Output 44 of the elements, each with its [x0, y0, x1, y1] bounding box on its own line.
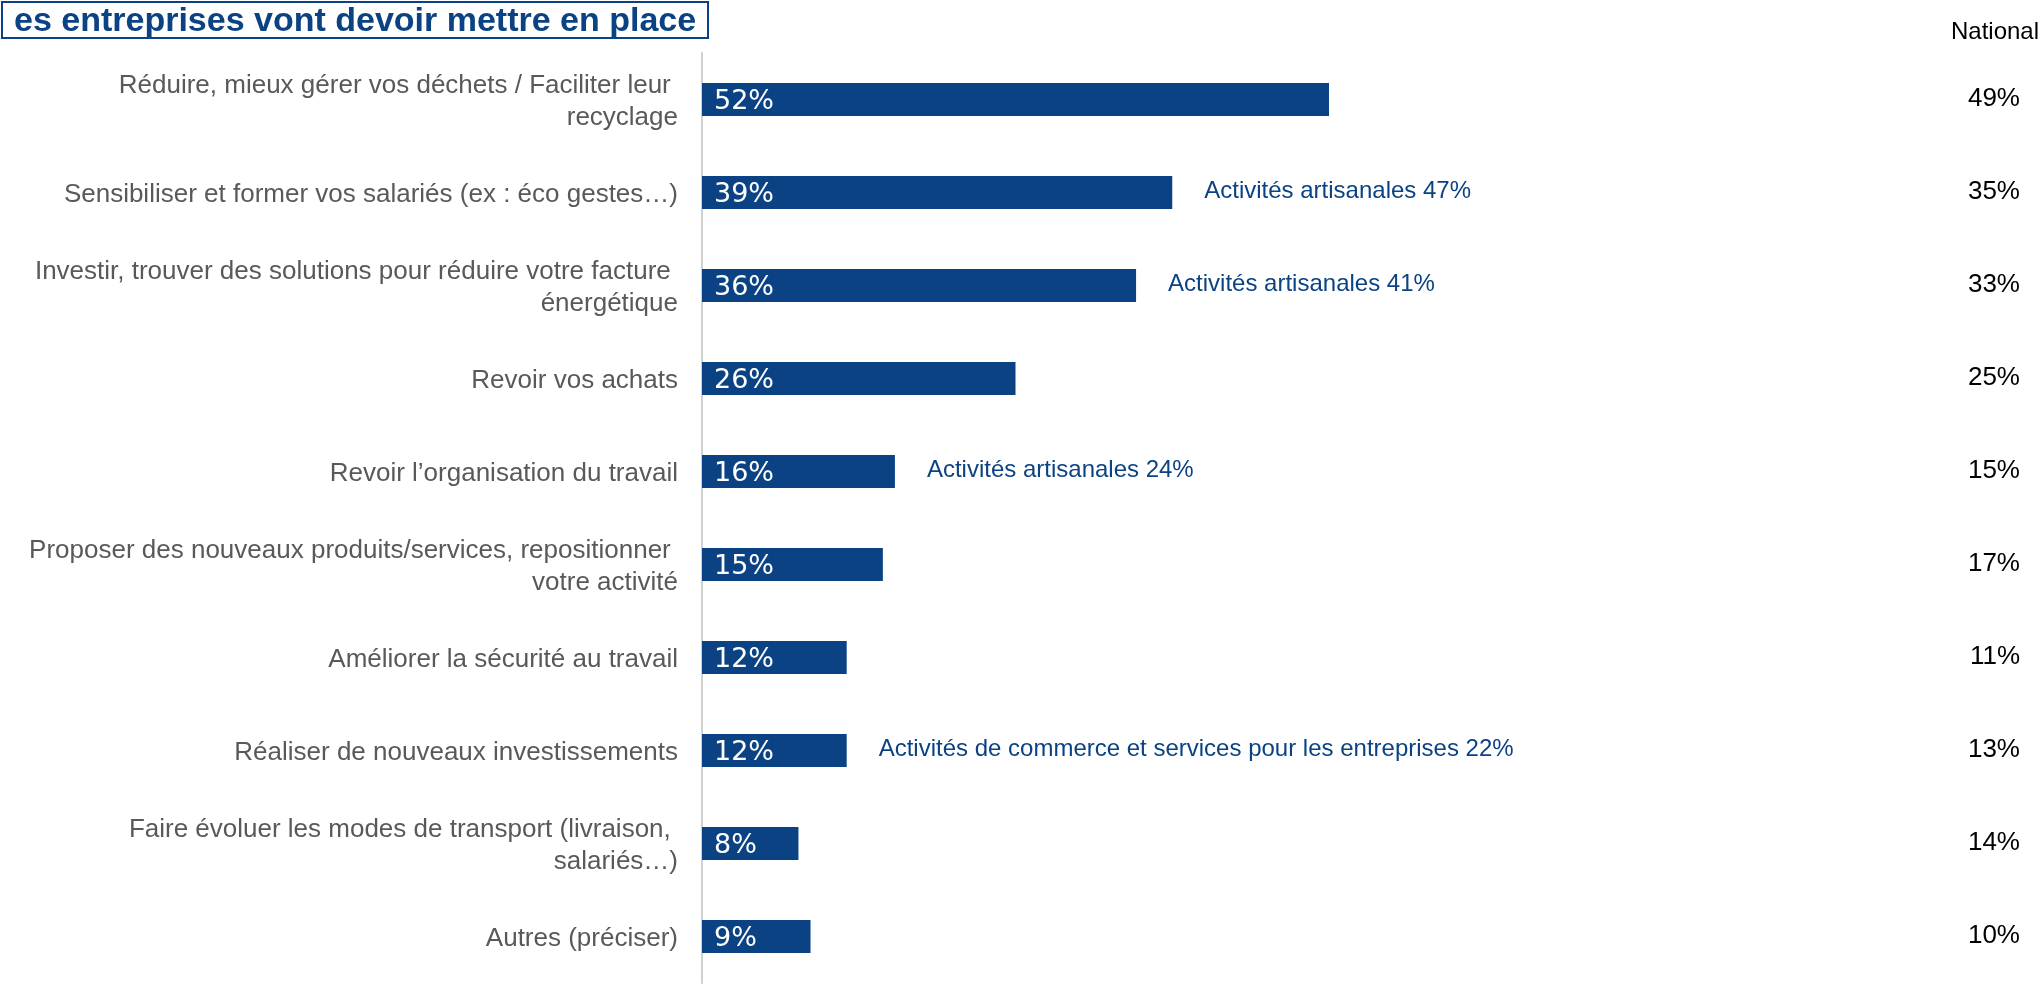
annotation: Activités artisanales 47%: [1204, 176, 1472, 203]
data-label: 12%: [714, 642, 775, 673]
text: 11%: [1969, 639, 2020, 670]
bar: [702, 362, 1016, 395]
bar: [702, 83, 1329, 116]
data-label: 52%: [714, 84, 775, 115]
text: es entreprises vont devoir mettre en place: [14, 0, 697, 38]
y-tick-label: Proposer des nouveaux produits/services, repositionner votre activité: [29, 533, 678, 596]
data-label: 36%: [714, 270, 775, 301]
data-label: 39%: [714, 177, 775, 208]
text: 13%: [1967, 732, 2020, 763]
data-label: 26%: [714, 363, 775, 394]
data-label: 12%: [714, 735, 775, 766]
y-tick-label: Réaliser de nouveaux investissements: [234, 735, 678, 766]
data-label: 9%: [714, 921, 757, 952]
text: 35%: [1967, 174, 2020, 205]
text: 15%: [1967, 453, 2020, 484]
bar: [702, 641, 847, 674]
bar: [702, 734, 847, 767]
text: 10%: [1967, 918, 2020, 949]
bar: [702, 455, 895, 488]
text: 14%: [1967, 825, 2020, 856]
text: National: [1950, 16, 2040, 44]
data-label: 15%: [714, 549, 775, 580]
y-tick-label: Investir, trouver des solutions pour réduire votre facture énergétique: [34, 254, 678, 317]
y-tick-label: Améliorer la sécurité au travail: [328, 642, 678, 673]
y-tick-label: Sensibiliser et former vos salariés (ex : éco gestes…): [63, 177, 678, 208]
bar: [702, 548, 883, 581]
text: 33%: [1967, 267, 2020, 298]
annotation: Activités artisanales 24%: [926, 455, 1194, 482]
y-tick-label: Revoir l’organisation du travail: [329, 456, 678, 487]
text: 17%: [1967, 546, 2020, 577]
data-label: 16%: [714, 456, 775, 487]
annotation: Activités de commerce et services pour les entreprises 22%: [878, 734, 1514, 761]
y-tick-label: Autres (préciser): [485, 921, 678, 952]
y-tick-label: Revoir vos achats: [471, 363, 678, 394]
annotation: Activités artisanales 41%: [1168, 269, 1435, 296]
y-tick-label: Faire évoluer les modes de transport (livraison, salariés…): [128, 812, 678, 875]
y-tick-label: Réduire, mieux gérer vos déchets / Faciliter leur recyclage: [118, 68, 678, 131]
text: 49%: [1967, 81, 2020, 112]
text: 25%: [1967, 360, 2020, 391]
data-label: 8%: [714, 828, 757, 859]
bar: [702, 269, 1137, 302]
bar: [702, 176, 1173, 209]
